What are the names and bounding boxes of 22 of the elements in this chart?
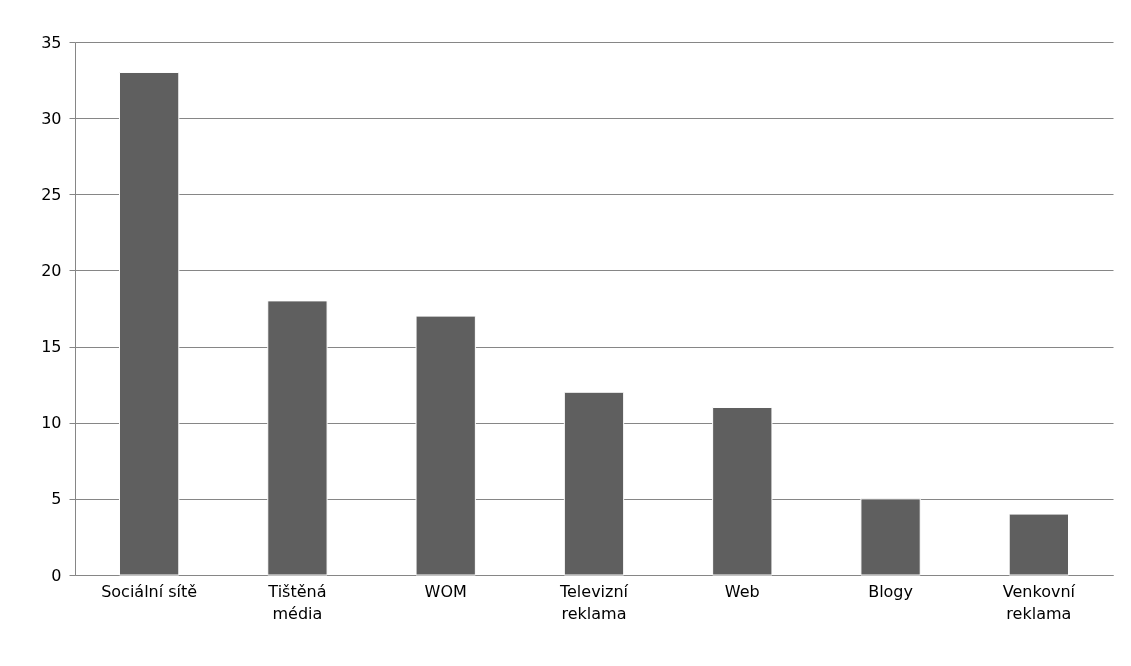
x-tick-label: Blogy — [868, 581, 913, 601]
bar — [563, 391, 625, 576]
y-tick-label: 30 — [41, 108, 62, 128]
bar — [712, 406, 773, 576]
x-tick-label: Web — [724, 581, 760, 601]
x-tick-label: Televizní reklama — [558, 581, 629, 623]
bar — [860, 498, 921, 576]
x-tick-label: Sociální sítě — [101, 581, 198, 601]
y-tick-label: 35 — [41, 32, 62, 52]
y-tick-label: 10 — [41, 413, 62, 433]
y-tick-label: 5 — [51, 489, 62, 509]
y-tick-label: 20 — [41, 260, 62, 280]
bar — [415, 315, 476, 576]
x-tick-label: WOM — [424, 581, 467, 601]
bar — [267, 300, 328, 576]
y-tick-label: 0 — [51, 565, 62, 585]
x-tick-label: Venkovní reklama — [1002, 581, 1076, 623]
y-tick-label: 15 — [41, 337, 62, 357]
x-tick-label: Tištěná média — [267, 581, 327, 623]
bar — [118, 71, 180, 576]
y-tick-label: 25 — [41, 184, 62, 204]
bar — [1008, 513, 1070, 576]
